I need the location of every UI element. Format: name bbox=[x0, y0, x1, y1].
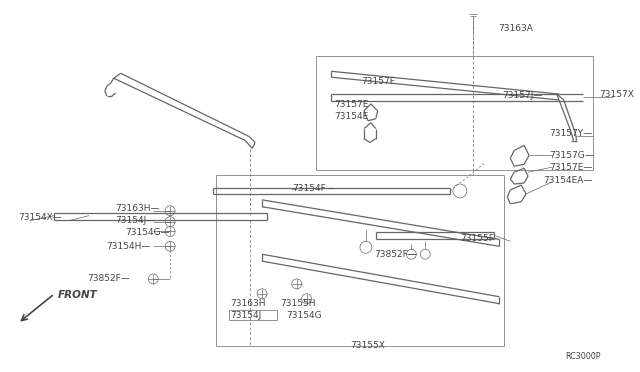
Text: 73154EA—: 73154EA— bbox=[543, 176, 592, 185]
Text: 73157E: 73157E bbox=[334, 100, 369, 109]
Text: 73155F: 73155F bbox=[460, 234, 493, 243]
Text: 73154J—: 73154J— bbox=[116, 216, 156, 225]
Text: RC3000P: RC3000P bbox=[566, 352, 601, 360]
Text: 73163H: 73163H bbox=[230, 299, 266, 308]
Text: 73154E: 73154E bbox=[334, 112, 369, 121]
Text: 73154G: 73154G bbox=[286, 311, 321, 320]
Text: 73154F—: 73154F— bbox=[292, 185, 335, 193]
Text: 73157F: 73157F bbox=[361, 77, 395, 86]
Text: 73155H: 73155H bbox=[280, 299, 316, 308]
Text: 73154H—: 73154H— bbox=[106, 242, 150, 251]
Text: 73154G—: 73154G— bbox=[125, 228, 170, 237]
Text: 73154J: 73154J bbox=[230, 311, 262, 320]
Text: 73154X—: 73154X— bbox=[18, 213, 61, 222]
Text: 73163H—: 73163H— bbox=[116, 204, 160, 213]
Text: 73155X: 73155X bbox=[350, 341, 385, 350]
Text: 73852F—: 73852F— bbox=[87, 275, 130, 283]
Text: 73157G—: 73157G— bbox=[549, 151, 593, 160]
Text: 73157Y—: 73157Y— bbox=[549, 129, 592, 138]
Text: FRONT: FRONT bbox=[58, 290, 97, 300]
Text: 73157X: 73157X bbox=[599, 90, 634, 99]
Text: 73852F—: 73852F— bbox=[374, 250, 417, 259]
Text: 73157E—: 73157E— bbox=[549, 163, 592, 172]
Text: 73157J—: 73157J— bbox=[502, 90, 543, 100]
Text: 73163A: 73163A bbox=[499, 24, 533, 33]
